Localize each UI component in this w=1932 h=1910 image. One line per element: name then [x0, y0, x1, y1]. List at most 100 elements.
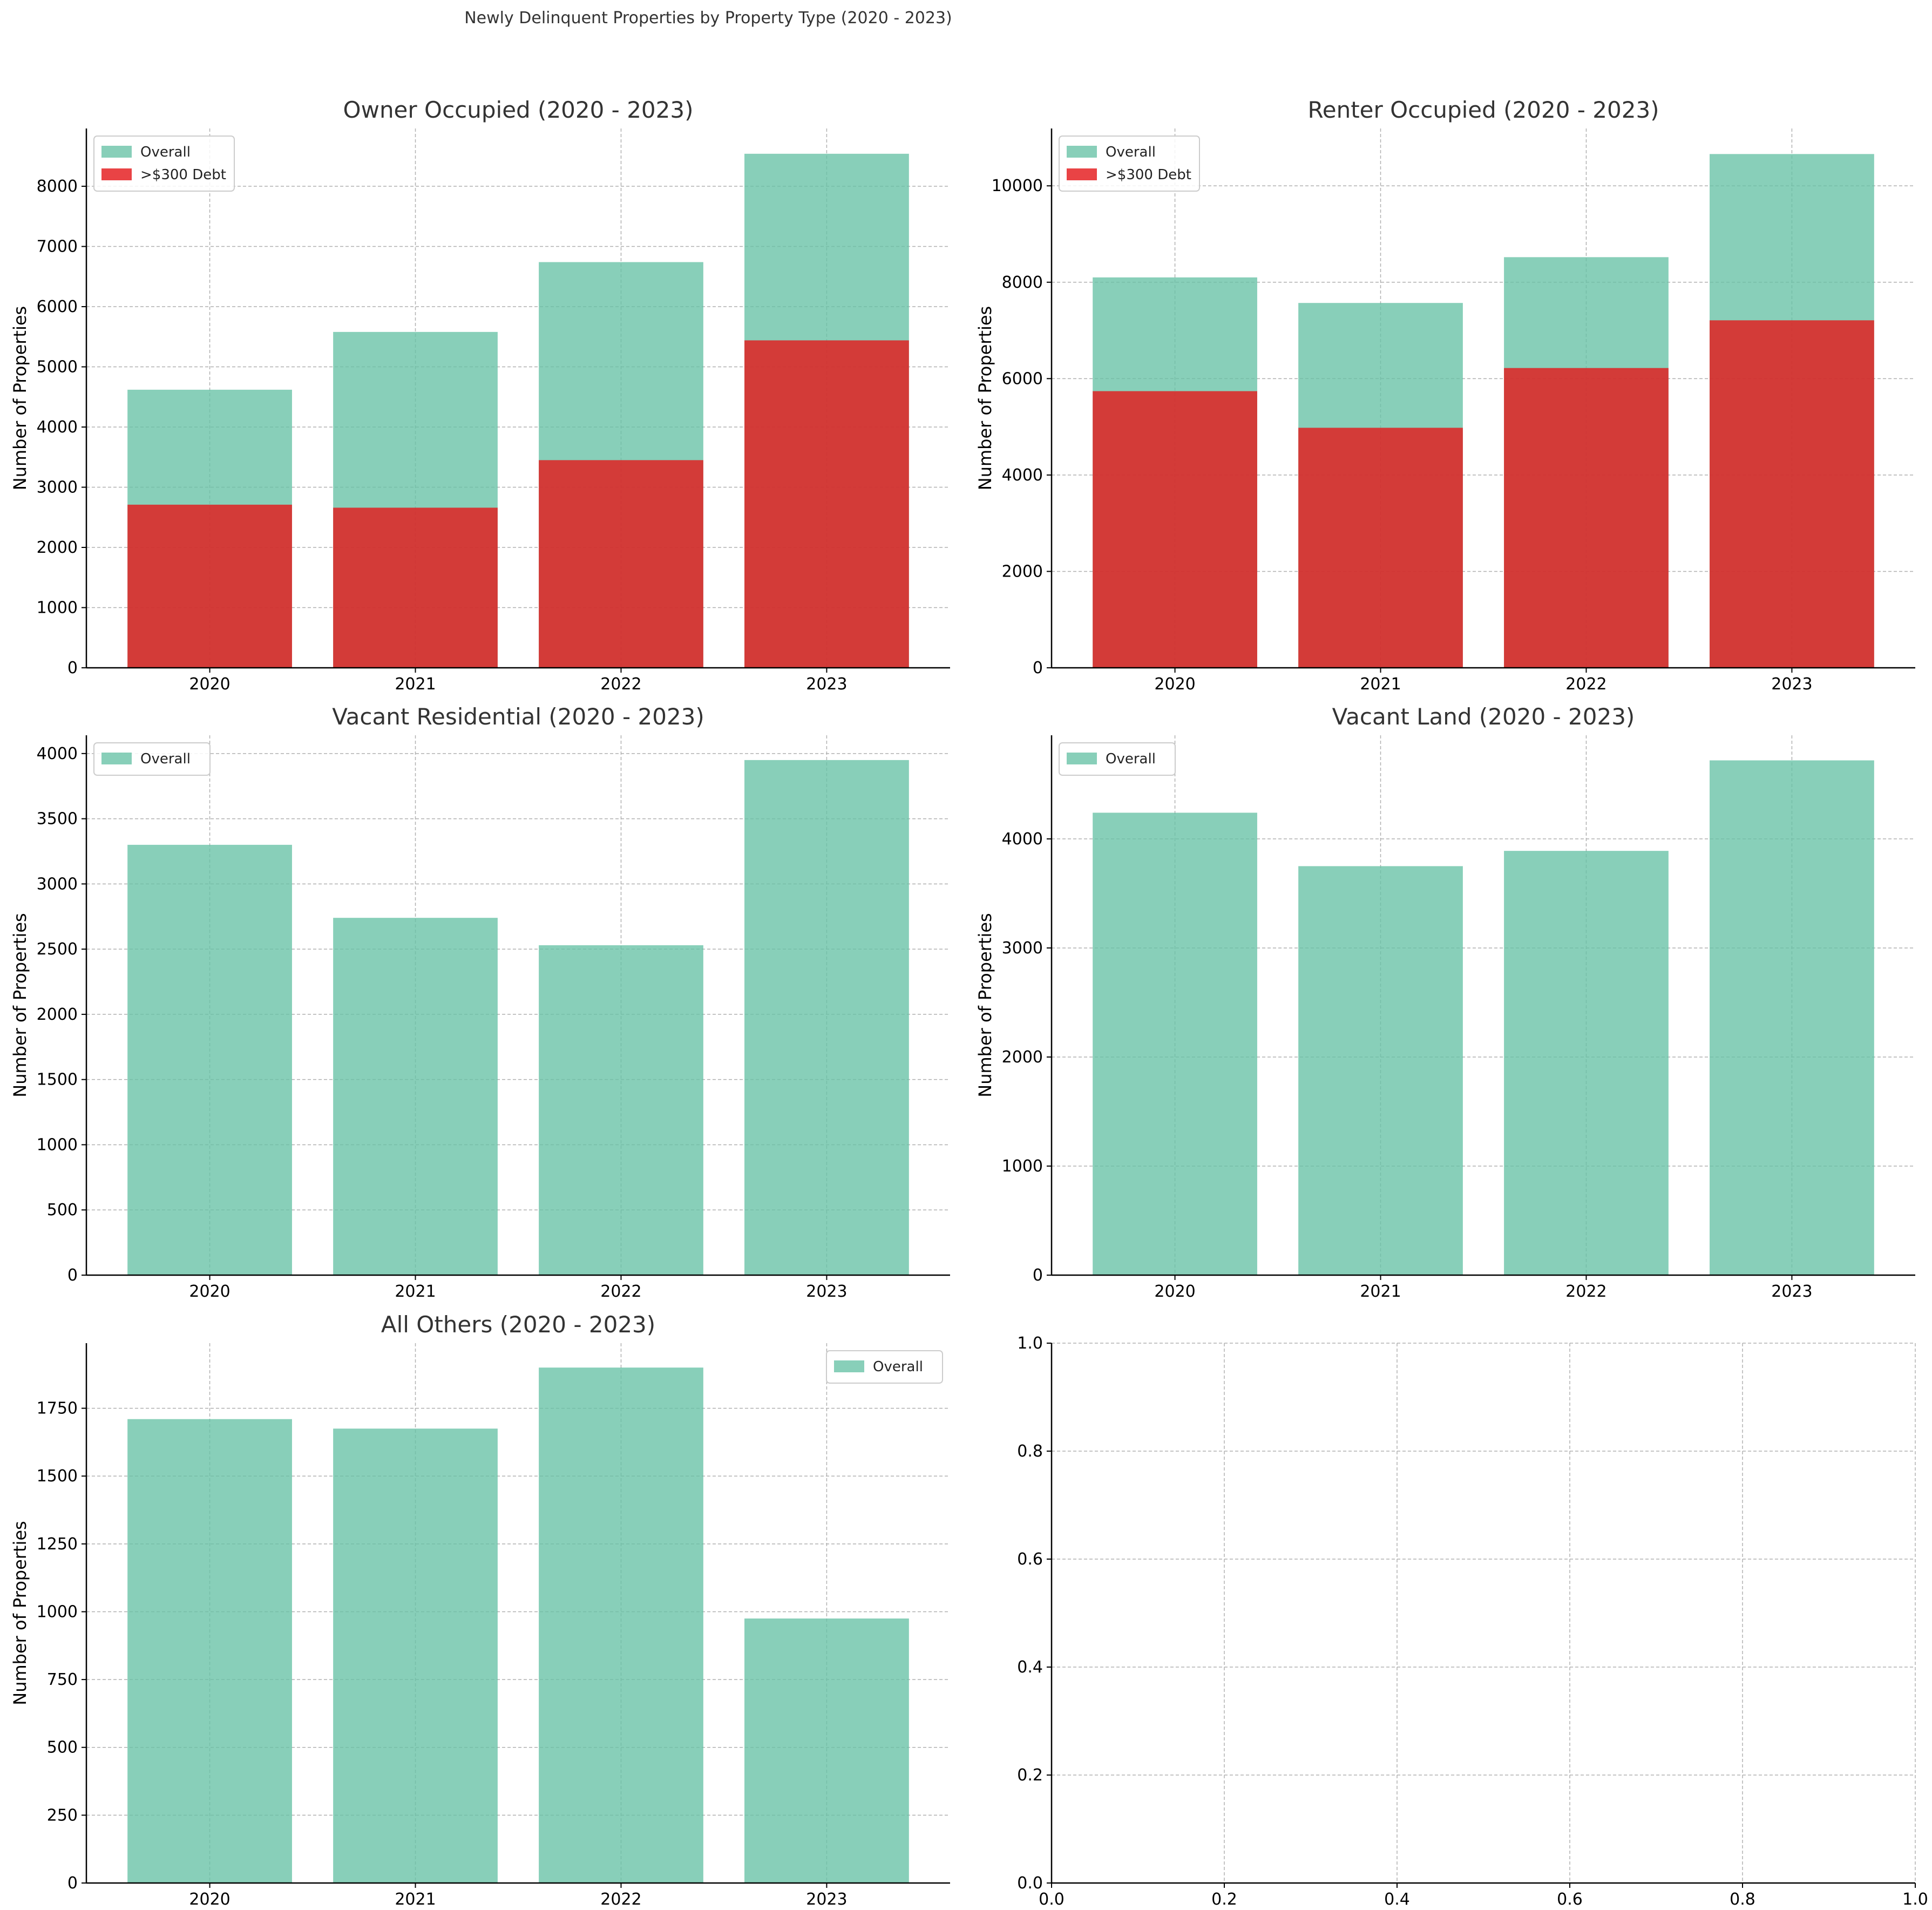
y-tick-label: 4000 [37, 744, 78, 763]
y-axis-label: Number of Properties [10, 306, 30, 490]
y-tick-label: 3000 [37, 478, 78, 497]
x-tick-label: 0.0 [1039, 1890, 1065, 1909]
bar-overall-2023 [1710, 760, 1874, 1275]
x-tick-label: 2023 [806, 1890, 847, 1909]
x-tick-label: 2021 [1360, 675, 1401, 694]
y-tick-label: 2500 [37, 940, 78, 959]
x-tick-label: 2021 [1360, 1282, 1401, 1301]
chart-panel-6: 0.0 0.2 0.4 0.6 0.8 1.0 0.0 0.2 0.4 0.6 0.8 1.0 [1017, 1334, 1928, 1909]
bar-overall-2022 [539, 945, 703, 1275]
y-axis-label: Number of Properties [975, 306, 995, 490]
bar-overall-2021 [333, 1428, 498, 1883]
y-tick-label: 8000 [1002, 273, 1043, 292]
legend-swatch-overall [834, 1360, 864, 1372]
legend-label: Overall [1106, 144, 1156, 160]
legend-label: >$300 Debt [1106, 167, 1191, 183]
chart-title: Vacant Land (2020 - 2023) [1332, 703, 1635, 730]
y-tick-label: 0 [67, 1266, 78, 1285]
y-tick-label: 0 [1033, 659, 1043, 678]
x-tick-label: 2023 [806, 675, 847, 694]
x-tick-label: 2020 [189, 1890, 230, 1909]
chart-title: All Others (2020 - 2023) [381, 1311, 655, 1338]
y-tick-label: 1.0 [1017, 1334, 1043, 1353]
bar-overall-2022 [539, 1367, 703, 1883]
bar-debt-2020 [1093, 391, 1257, 668]
legend-label: >$300 Debt [140, 167, 226, 183]
y-tick-label: 4000 [1002, 830, 1043, 849]
x-tick-label: 0.2 [1211, 1890, 1237, 1909]
y-tick-label: 1000 [37, 1602, 78, 1621]
legend-label: Overall [1106, 751, 1156, 767]
chart-panel-2: 2020 2021 2022 2023 0 2000 4000 6000 8000 10000 Re… [975, 97, 1915, 694]
y-tick-label: 1250 [37, 1535, 78, 1554]
y-tick-label: 1000 [37, 1135, 78, 1154]
x-tick-label: 1.0 [1902, 1890, 1928, 1909]
y-tick-label: 4000 [37, 418, 78, 437]
y-tick-label: 1500 [37, 1467, 78, 1486]
legend-label: Overall [873, 1359, 923, 1375]
bar-overall-2021 [1298, 866, 1463, 1275]
y-axis-label: Number of Properties [975, 913, 995, 1097]
x-tick-label: 2020 [1154, 675, 1195, 694]
y-axis-label: Number of Properties [10, 913, 30, 1097]
bar-overall-2020 [127, 1419, 292, 1883]
bar-overall-2020 [127, 844, 292, 1275]
x-tick-label: 0.6 [1557, 1890, 1583, 1909]
y-tick-label: 1500 [37, 1071, 78, 1089]
y-tick-label: 6000 [1002, 369, 1043, 388]
y-tick-label: 500 [47, 1201, 78, 1220]
bar-overall-2020 [1093, 812, 1257, 1275]
bar-overall-2023 [744, 760, 909, 1275]
chart-title: Renter Occupied (2020 - 2023) [1307, 97, 1659, 123]
chart-panel-3: 2020 2021 2022 2023 0 500 1000 1500 2000 2500 3000… [10, 703, 950, 1301]
bar-debt-2021 [1298, 428, 1463, 668]
legend-label: Overall [140, 751, 191, 767]
y-tick-label: 0.2 [1017, 1766, 1043, 1785]
y-tick-label: 1000 [1002, 1157, 1043, 1176]
y-tick-label: 3000 [1002, 939, 1043, 958]
x-tick-label: 0.8 [1730, 1890, 1755, 1909]
legend-swatch-debt [101, 168, 132, 180]
y-tick-label: 2000 [37, 538, 78, 557]
bar-overall-2021 [333, 918, 498, 1275]
x-tick-label: 2020 [189, 675, 230, 694]
bar-debt-2023 [1710, 320, 1874, 668]
y-tick-label: 0.0 [1017, 1874, 1043, 1893]
x-tick-label: 2022 [600, 675, 641, 694]
legend-box [826, 1350, 943, 1384]
chart-panel-1: 2020 2021 2022 2023 0 1000 2000 3000 4000 5000 600… [10, 97, 950, 694]
bar-debt-2023 [744, 340, 909, 668]
legend-label: Overall [140, 144, 191, 160]
y-tick-label: 3500 [37, 810, 78, 829]
legend-swatch-overall [1067, 753, 1097, 764]
x-tick-label: 2021 [395, 675, 436, 694]
y-tick-label: 2000 [1002, 1048, 1043, 1067]
chart-title: Vacant Residential (2020 - 2023) [332, 703, 704, 730]
y-tick-label: 10000 [992, 177, 1043, 195]
y-tick-label: 0 [67, 1874, 78, 1893]
y-tick-label: 7000 [37, 238, 78, 256]
legend-swatch-overall [101, 753, 132, 764]
bar-debt-2022 [539, 460, 703, 668]
x-tick-label: 2022 [600, 1890, 641, 1909]
x-tick-label: 2023 [806, 1282, 847, 1301]
bar-debt-2020 [127, 504, 292, 668]
x-tick-label: 0.4 [1384, 1890, 1410, 1909]
legend-swatch-overall [1067, 146, 1097, 158]
bar-overall-2022 [1504, 851, 1669, 1275]
y-tick-label: 0.4 [1017, 1658, 1043, 1677]
x-tick-label: 2020 [189, 1282, 230, 1301]
y-tick-label: 0 [67, 659, 78, 678]
bar-debt-2021 [333, 507, 498, 668]
y-tick-label: 2000 [1002, 562, 1043, 581]
y-tick-label: 1000 [37, 599, 78, 618]
y-tick-label: 8000 [37, 177, 78, 196]
x-tick-label: 2021 [395, 1282, 436, 1301]
figure-title: Newly Delinquent Properties by Property … [464, 9, 952, 28]
legend-box [93, 742, 211, 776]
x-tick-label: 2022 [1565, 675, 1606, 694]
y-tick-label: 2000 [37, 1005, 78, 1024]
y-axis-label: Number of Properties [10, 1521, 30, 1705]
y-tick-label: 6000 [37, 297, 78, 316]
